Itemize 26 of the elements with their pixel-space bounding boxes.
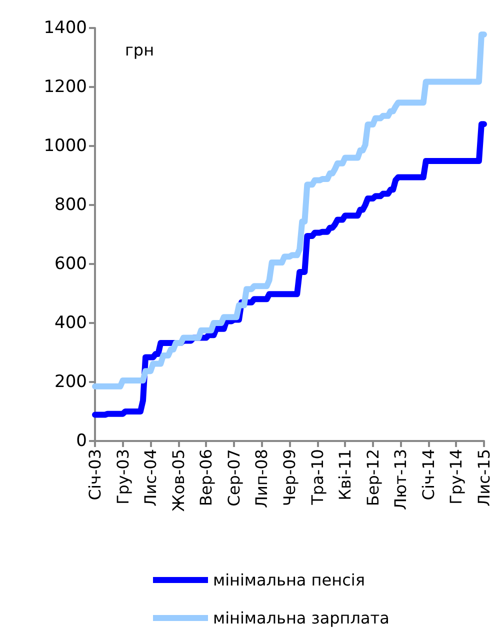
x-tick-label: Лис-04 <box>141 449 160 506</box>
x-tick-label: Сер-07 <box>224 449 244 506</box>
y-axis-title: грн <box>125 40 154 60</box>
x-tick-label: Кві-11 <box>336 449 355 500</box>
x-tick-label: Тра-10 <box>308 449 327 506</box>
x-tick-label: Жов-05 <box>168 449 188 512</box>
x-tick-label: Січ-03 <box>86 449 104 500</box>
y-tick-label: 800 <box>54 195 87 215</box>
y-tick-label: 200 <box>54 372 87 392</box>
y-tick-label: 1400 <box>44 18 87 38</box>
x-tick-label: Вер-06 <box>196 449 216 506</box>
legend-label: мінімальна пенсія <box>213 570 365 590</box>
y-tick-label: 0 <box>76 431 87 451</box>
x-tick-label: Лют-13 <box>391 449 410 510</box>
y-tick-label: 1200 <box>44 77 87 97</box>
x-tick-label: Січ-14 <box>418 449 438 500</box>
y-tick-label: 600 <box>54 254 87 274</box>
legend-label: мінімальна зарплата <box>213 608 390 628</box>
y-tick-label: 1000 <box>44 136 87 156</box>
x-tick-label: Лис-15 <box>474 449 494 506</box>
x-tick-label: Бер-12 <box>363 449 382 506</box>
x-tick-label: Гру-14 <box>446 449 466 505</box>
x-tick-label: Гру-03 <box>113 449 132 505</box>
y-tick-label: 400 <box>54 313 87 333</box>
x-tick-label: Чер-09 <box>280 449 299 506</box>
x-tick-label: Лип-08 <box>252 449 272 508</box>
